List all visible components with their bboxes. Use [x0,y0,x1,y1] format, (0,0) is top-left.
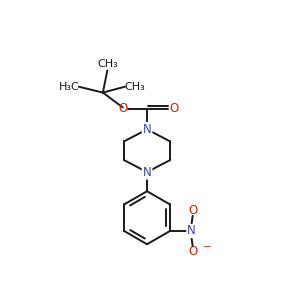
Text: N: N [143,123,152,136]
Text: O: O [169,102,178,115]
Text: −: − [203,242,212,252]
Text: O: O [118,102,127,115]
Text: O: O [188,204,197,217]
Text: N: N [143,166,152,178]
Text: N: N [187,224,196,238]
Text: O: O [188,245,197,258]
Text: CH₃: CH₃ [97,59,118,69]
Text: CH₃: CH₃ [124,82,145,92]
Text: H₃C: H₃C [59,82,80,92]
